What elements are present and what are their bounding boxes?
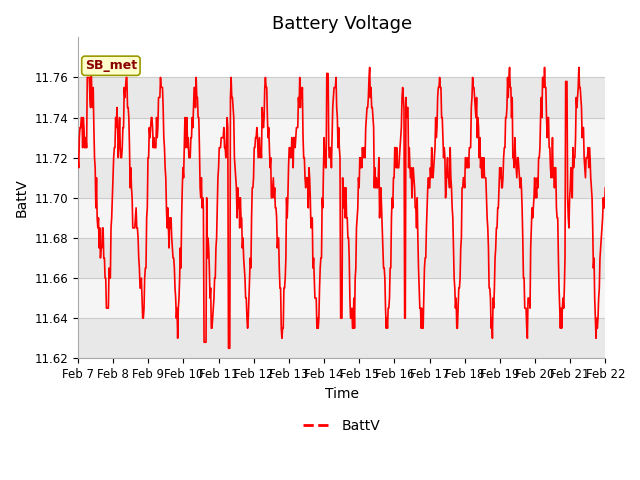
BattV xyxy=(74,155,82,161)
Bar xyxy=(78,118,605,158)
Text: SB_met: SB_met xyxy=(85,59,137,72)
Bar xyxy=(78,198,605,238)
BattV xyxy=(412,205,419,211)
Title: Battery Voltage: Battery Voltage xyxy=(271,15,412,33)
BattV xyxy=(396,155,403,161)
Bar xyxy=(78,278,605,318)
BattV xyxy=(529,205,537,211)
Legend: BattV: BattV xyxy=(297,413,386,439)
Bar xyxy=(78,77,605,118)
Bar xyxy=(78,318,605,358)
Line: BattV: BattV xyxy=(78,67,605,348)
BattV xyxy=(88,64,95,70)
Y-axis label: BattV: BattV xyxy=(15,179,29,217)
BattV xyxy=(107,225,115,231)
Bar xyxy=(78,238,605,278)
BattV xyxy=(476,155,483,161)
X-axis label: Time: Time xyxy=(324,386,358,401)
BattV xyxy=(602,185,609,191)
Bar xyxy=(78,158,605,198)
BattV xyxy=(225,346,232,351)
BattV xyxy=(381,305,389,311)
